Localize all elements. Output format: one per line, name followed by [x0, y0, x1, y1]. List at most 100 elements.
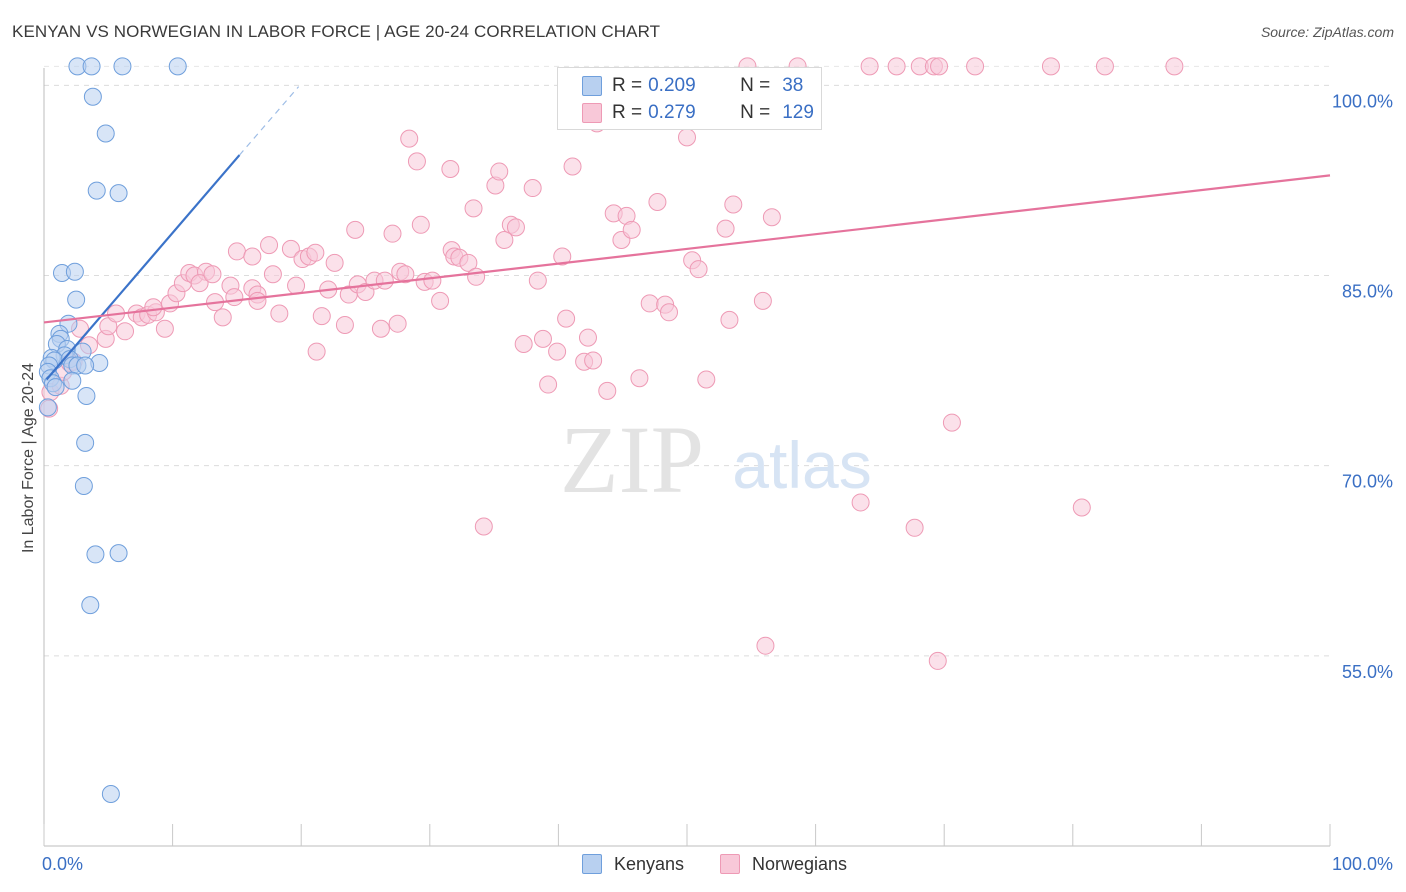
watermark-atlas: atlas [732, 428, 871, 502]
norwegians-point [213, 308, 232, 327]
norwegians-point [648, 192, 667, 211]
norwegians-point [459, 253, 478, 272]
norwegians-point [678, 128, 696, 147]
norwegians-point [753, 291, 772, 310]
kenyans-point [63, 371, 82, 390]
kenyans-point [83, 87, 102, 106]
norwegians-point [467, 267, 486, 286]
series-kenyans [38, 57, 187, 804]
norwegians-point [346, 220, 365, 239]
legend-r-label: R = [612, 102, 643, 123]
norwegians-point [905, 518, 924, 537]
norwegians-point [144, 298, 163, 317]
norwegians-point [490, 162, 509, 181]
norwegians-point [553, 247, 572, 266]
norwegians-point [335, 315, 354, 334]
norwegians-point [584, 351, 603, 370]
kenyans-point [65, 262, 84, 281]
norwegians-point [640, 294, 659, 313]
norwegians-point [762, 208, 781, 227]
norwegians-point [851, 493, 870, 512]
axes [43, 68, 1331, 847]
norwegians-point [860, 57, 879, 76]
norwegians-point [325, 253, 344, 272]
x-tick-label-left: 0.0% [42, 854, 83, 874]
y-tick-label-85: 85.0% [1342, 282, 1393, 302]
norwegians-point [578, 328, 597, 347]
norwegians-point [506, 218, 525, 237]
bottom-legend-kenyans[interactable]: Kenyans [582, 851, 684, 877]
norwegians-point [942, 413, 961, 432]
norwegians-point [539, 375, 558, 394]
chart-title: KENYAN VS NORWEGIAN IN LABOR FORCE | AGE… [12, 22, 661, 41]
norwegians-point [423, 271, 442, 290]
norwegians-point [248, 291, 267, 310]
norwegians-point [697, 370, 716, 389]
kenyans-trend-line [45, 154, 241, 381]
norwegians-point [441, 160, 460, 179]
norwegians-point [383, 224, 402, 243]
norwegians-point [312, 307, 331, 326]
norwegians-point [563, 157, 582, 176]
norwegians-point [263, 265, 282, 284]
watermark-zip: ZIP [560, 406, 704, 513]
norwegians-point [630, 369, 649, 388]
norwegians-point [966, 57, 985, 76]
trend-lines [43, 86, 1331, 381]
norwegians-legend-swatch [720, 854, 740, 874]
norwegians-point [225, 288, 244, 307]
legend-norwegians-n: 129 [782, 102, 814, 123]
kenyans-point [168, 57, 187, 76]
legend-n-label: N = [740, 102, 771, 123]
norwegians-point [260, 236, 279, 255]
legend-row-norwegians: R = 0.279 N = 129 [582, 101, 814, 125]
kenyans-point [67, 290, 86, 309]
legend-kenyans-n: 38 [782, 75, 804, 96]
kenyans-point [113, 57, 132, 76]
norwegians-point [281, 239, 300, 258]
norwegians-point [514, 334, 533, 353]
bottom-legend-norwegians[interactable]: Norwegians [720, 851, 847, 877]
norwegians-point [270, 304, 289, 323]
norwegians-point [190, 274, 209, 293]
norwegians-point [243, 247, 262, 266]
norwegians-point [557, 309, 576, 328]
norwegians-point [887, 57, 906, 76]
norwegians-point [411, 215, 430, 234]
norwegians-point [930, 57, 949, 76]
norwegians-point [116, 322, 135, 341]
norwegians-point [407, 152, 426, 171]
kenyans-point [76, 356, 95, 375]
norwegians-point [306, 243, 325, 262]
norwegians-point [716, 219, 735, 238]
norwegians-point [1165, 57, 1184, 76]
legend-kenyans-r: 0.209 [648, 75, 696, 96]
y-tick-label-55: 55.0% [1342, 662, 1393, 682]
kenyans-legend-label: Kenyans [614, 853, 685, 874]
norwegians-point [464, 199, 483, 218]
gridlines [44, 65, 1330, 657]
kenyans-point [74, 476, 93, 495]
norwegians-point [375, 271, 394, 290]
legend-row-kenyans: R = 0.209 N = 38 [582, 74, 803, 98]
norwegians-point [756, 636, 775, 655]
norwegians-point [388, 314, 407, 333]
kenyans-point [76, 433, 95, 452]
norwegians-point [287, 276, 306, 295]
norwegians-point [659, 303, 678, 322]
kenyans-point [81, 596, 100, 615]
norwegians-point [528, 271, 547, 290]
kenyans-point [87, 181, 106, 200]
norwegians-point [227, 242, 246, 261]
norwegians-point [689, 260, 708, 279]
y-tick-label-70: 70.0% [1342, 472, 1393, 492]
kenyans-point [109, 544, 128, 563]
tick-labels: 100.0% 85.0% 70.0% 55.0% 0.0% 100.0% [42, 91, 1393, 874]
x-tick-label-right: 100.0% [1332, 854, 1393, 874]
norwegians-point [548, 342, 567, 361]
legend-n-label: N = [740, 75, 771, 96]
kenyans-point [38, 398, 57, 417]
norwegians-point [474, 517, 493, 536]
legend-r-label: R = [612, 75, 643, 96]
